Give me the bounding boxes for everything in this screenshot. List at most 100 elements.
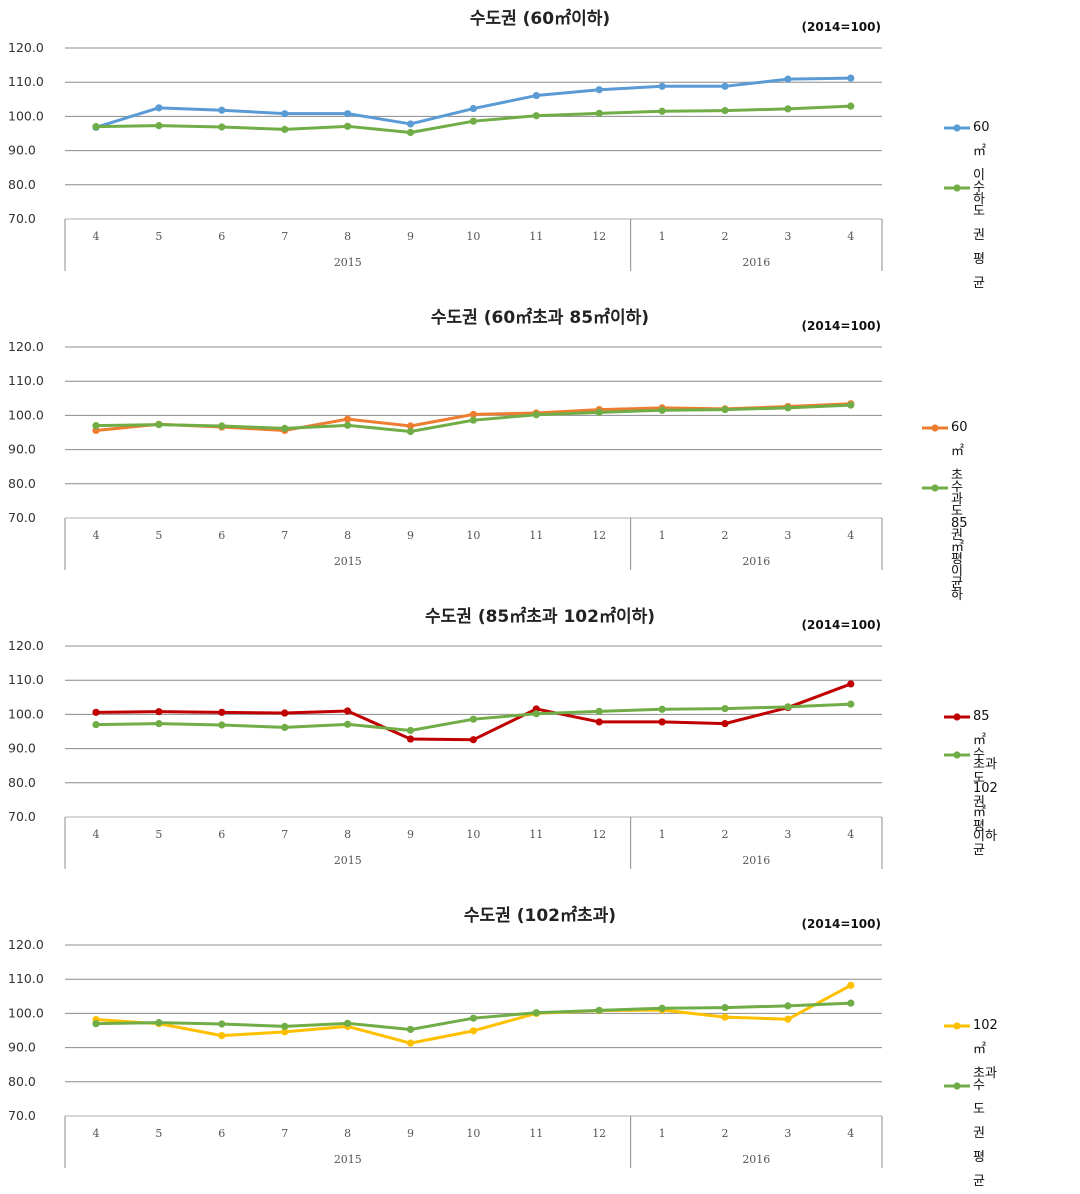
x-tick-label: 3 [784,529,791,542]
chart-title: 수도권 (102㎡초과) [463,906,617,926]
data-point [721,720,729,728]
y-tick-label: 120.0 [8,339,44,354]
legend-label: 85㎡초과 102㎡이하 [973,709,998,844]
data-point [784,703,792,711]
data-point [595,707,603,715]
x-tick-label: 11 [529,230,543,243]
y-tick-label: 100.0 [8,407,44,422]
data-point [281,723,289,731]
legend-label: 수도권 평균 [973,1078,985,1189]
legend-label: 60㎡초과 85㎡이하 [951,420,968,603]
data-point [532,112,540,120]
data-point [658,406,666,414]
series-line-1 [94,682,853,742]
legend-swatch [944,124,970,132]
data-point [344,707,352,715]
x-tick-label: 1 [659,828,666,841]
data-point [406,422,415,430]
year-label: 2016 [742,256,770,269]
y-tick-label: 90.0 [8,442,36,457]
y-tick-label: 80.0 [8,177,36,192]
data-point [721,1013,729,1021]
data-point [847,680,855,688]
data-point [92,708,100,716]
data-point [406,128,415,137]
y-tick-label: 120.0 [8,937,44,952]
y-tick-label: 80.0 [8,476,36,491]
y-tick-label: 100.0 [8,706,44,721]
legend-label: 102㎡초과 [973,1018,998,1081]
data-point [469,736,477,744]
x-tick-label: 9 [407,230,414,243]
data-point [784,75,792,83]
data-point [595,86,603,94]
data-point [281,709,289,717]
data-point [595,1006,603,1014]
charts-container: 70.0 80.0 90.0 100.0 110.0 120.0 4 5 6 7 8 9 10 11 12 1… [8,9,998,1189]
data-point [218,123,226,131]
legend-swatch [922,484,948,492]
x-tick-label: 7 [281,828,288,841]
x-tick-label: 2 [722,1127,729,1140]
legend-swatch [922,424,948,432]
data-point [281,424,289,432]
x-tick-label: 5 [155,828,162,841]
data-point [595,109,603,117]
data-point [281,1022,289,1030]
data-point [344,421,352,429]
series-line-1 [94,983,853,1045]
data-point [92,1020,100,1028]
x-tick-label: 1 [659,529,666,542]
chart-title: 수도권 (85㎡초과 102㎡이하) [425,607,655,627]
chart-title: 수도권 (60㎡초과 85㎡이하) [430,308,650,328]
data-point [532,710,540,718]
data-point [155,720,163,728]
data-point [469,416,477,424]
data-point [595,718,603,726]
x-tick-label: 2 [722,529,729,542]
x-tick-label: 1 [659,230,666,243]
x-tick-label: 4 [93,1127,100,1140]
data-point [847,74,855,82]
data-point [784,1015,792,1023]
x-tick-label: 3 [784,1127,791,1140]
x-tick-label: 10 [466,230,480,243]
y-tick-label: 70.0 [8,1108,36,1123]
data-point [469,410,477,418]
x-tick-label: 2 [722,828,729,841]
x-tick-label: 6 [218,1127,225,1140]
data-point [721,405,729,414]
y-tick-label: 110.0 [8,672,44,687]
legend-label: 수도권 평균 [973,180,985,291]
data-point [658,82,666,90]
data-point [784,1002,792,1010]
year-label: 2015 [334,256,362,269]
data-point [344,110,352,118]
x-tick-label: 6 [218,529,225,542]
y-tick-label: 100.0 [8,108,44,123]
y-tick-label: 70.0 [8,211,36,226]
legend-label: 60㎡이하 [973,120,990,207]
x-tick-label: 12 [592,828,606,841]
unit-note: (2014=100) [801,319,881,333]
x-tick-label: 5 [155,529,162,542]
y-tick-label: 90.0 [8,1040,36,1055]
chart-panel-4: 70.0 80.0 90.0 100.0 110.0 120.0 4 5 6 7 8 9 10 11 12 1… [0,897,1080,1189]
year-label: 2016 [742,555,770,568]
x-tick-label: 4 [847,1127,854,1140]
data-point [469,104,477,113]
x-tick-label: 12 [592,230,606,243]
data-point [344,1019,352,1027]
x-tick-label: 4 [847,230,854,243]
y-tick-label: 90.0 [8,741,36,756]
unit-note: (2014=100) [801,618,881,632]
y-tick-label: 110.0 [8,373,44,388]
data-point [344,720,352,728]
x-tick-label: 7 [281,1127,288,1140]
data-point [658,1004,666,1012]
x-tick-label: 11 [529,529,543,542]
data-point [595,408,603,416]
x-tick-label: 8 [344,529,351,542]
